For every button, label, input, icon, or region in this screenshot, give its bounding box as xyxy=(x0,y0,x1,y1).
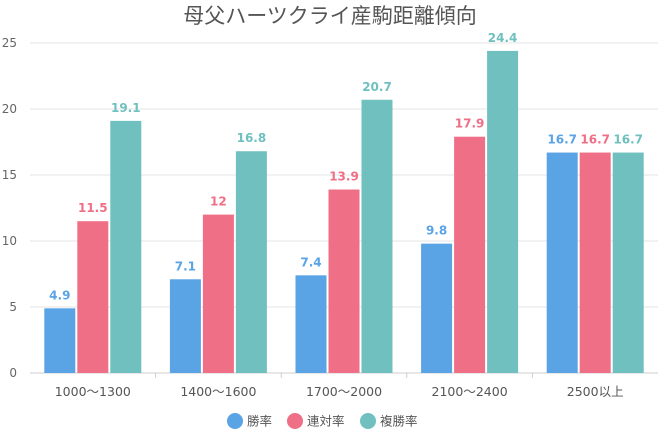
bar xyxy=(44,308,76,373)
bar xyxy=(579,152,611,373)
y-tick-label: 15 xyxy=(2,168,17,182)
bar xyxy=(328,189,360,373)
data-label: 16.7 xyxy=(547,133,577,147)
x-tick-label: 1400～1600 xyxy=(180,384,256,399)
bars xyxy=(44,50,644,374)
x-tick-label: 1700～2000 xyxy=(306,384,382,399)
bar xyxy=(421,243,453,373)
bar xyxy=(169,279,201,373)
bar xyxy=(202,214,234,373)
data-label: 9.8 xyxy=(426,224,447,238)
y-tick-label: 20 xyxy=(2,102,17,116)
data-label: 19.1 xyxy=(111,101,141,115)
y-tick-label: 0 xyxy=(9,366,17,380)
data-label: 12 xyxy=(210,195,227,209)
data-labels: 4.9 11.5 19.1 7.1 12 16.8 7.4 13.9 20.7 9.8 17.9 24… xyxy=(49,31,643,302)
data-label: 16.7 xyxy=(580,133,610,147)
x-tick-label: 2500以上 xyxy=(567,384,624,399)
data-label: 17.9 xyxy=(455,117,485,131)
legend-label: 連対率 xyxy=(307,414,345,429)
chart-title: 母父ハーツクライ産駒距離傾向 xyxy=(183,4,477,28)
y-tick-label: 25 xyxy=(2,36,17,50)
data-label: 4.9 xyxy=(49,288,70,302)
bar xyxy=(361,99,393,373)
x-tick-label: 1000～1300 xyxy=(55,384,131,399)
legend-marker xyxy=(360,413,376,429)
legend-marker xyxy=(227,413,243,429)
data-label: 16.7 xyxy=(613,133,643,147)
bar xyxy=(612,152,644,373)
legend-label: 勝率 xyxy=(247,414,272,429)
bar xyxy=(546,152,578,373)
data-label: 11.5 xyxy=(78,201,108,215)
y-tick-label: 5 xyxy=(9,300,17,314)
bar xyxy=(110,120,142,373)
data-label: 16.8 xyxy=(237,131,267,145)
bar xyxy=(487,50,519,374)
bar xyxy=(454,136,486,373)
y-tick-label: 10 xyxy=(2,234,17,248)
data-label: 7.1 xyxy=(175,259,196,273)
x-tick-label: 2100～2400 xyxy=(432,384,508,399)
data-label: 24.4 xyxy=(488,31,518,45)
bar xyxy=(235,151,267,373)
bar xyxy=(77,221,109,373)
legend: 勝率 連対率 複勝率 xyxy=(227,413,418,429)
data-label: 7.4 xyxy=(300,255,321,269)
legend-marker xyxy=(287,413,303,429)
data-label: 13.9 xyxy=(329,170,359,184)
legend-label: 複勝率 xyxy=(380,414,418,429)
bar xyxy=(295,275,327,373)
data-label: 20.7 xyxy=(362,80,392,94)
